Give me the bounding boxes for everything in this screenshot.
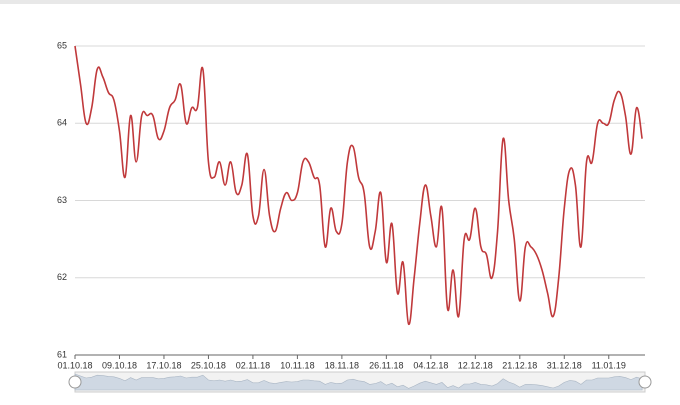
x-tick-label: 18.11.18 [325, 360, 359, 370]
x-tick-label: 17.10.18 [146, 360, 181, 370]
y-tick-label: 63 [57, 195, 67, 205]
series-line [74, 45, 643, 325]
y-tick-label: 65 [57, 40, 67, 50]
x-tick-label: 26.11.18 [369, 360, 403, 370]
x-tick-label: 25.10.18 [191, 360, 226, 370]
x-tick-label: 31.12.18 [547, 360, 582, 370]
navigator [68, 371, 652, 393]
x-tick-label: 09.10.18 [102, 360, 137, 370]
x-tick-label: 02.11.18 [236, 360, 270, 370]
x-tick-label: 04.12.18 [413, 360, 448, 370]
x-tick-label: 12.12.18 [458, 360, 493, 370]
top-bar [0, 0, 680, 4]
x-tick-label: 11.01.19 [592, 360, 626, 370]
navigator-area [74, 373, 643, 391]
x-tick-label: 10.11.18 [280, 360, 314, 370]
x-tick-label: 21.12.18 [502, 360, 537, 370]
y-tick-label: 62 [57, 272, 67, 282]
navigator-handle[interactable] [68, 375, 82, 389]
y-tick-label: 64 [57, 118, 67, 128]
navigator-handle[interactable] [638, 375, 652, 389]
x-tick-label: 01.10.18 [57, 360, 92, 370]
y-tick-label: 61 [57, 349, 67, 359]
